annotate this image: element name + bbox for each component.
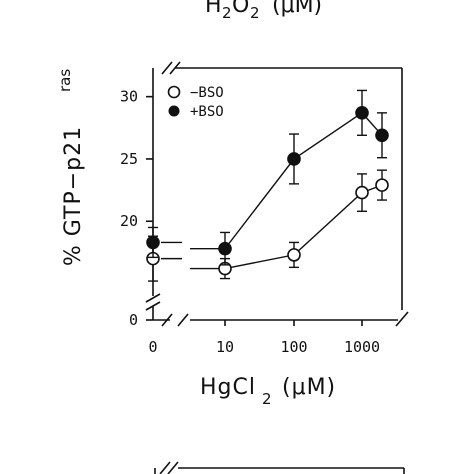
data-point [355,106,369,120]
x-ticks: 0 10 100 1000 [148,320,380,356]
x-axis-title-unit: (μM) [282,375,336,400]
legend-label-plus-bso: +BSO [190,104,224,120]
y-axis-title-sup: ras [56,69,74,92]
top-fragment-main: H [205,0,222,18]
y-tick-label: 25 [120,150,138,168]
x-break-mark [177,313,189,327]
series-minus-bso [146,169,389,282]
legend: −BSO +BSO [167,85,224,120]
data-point [287,248,301,262]
y-tick-label: 20 [120,212,138,230]
lower-chart-fragment [154,461,405,474]
data-point [375,178,389,192]
y-tick-label: 0 [129,311,138,329]
data-point [218,241,232,256]
series-line [190,111,383,250]
legend-label-minus-bso: −BSO [190,85,224,101]
series-line [190,184,383,270]
top-fragment-sub2: 2 [250,4,260,22]
legend-marker-filled [168,105,180,117]
lower-break-mark [159,461,171,474]
series-plus-bso [146,89,389,266]
y-ticks: 0 20 25 30 [120,88,153,329]
y-axis-title: % GTP−p21 ras [56,69,86,266]
legend-marker-open [167,85,181,99]
top-break-mark [169,61,181,75]
top-break-mark [161,61,173,75]
x-axis-title-main: HgCl [200,375,256,400]
x-tick-label: 10 [216,338,234,356]
x-tick-label: 1000 [344,338,380,356]
x-tick-label: 100 [280,338,307,356]
top-fragment-mid: O [232,0,249,18]
data-point [355,185,369,200]
y-axis-title-main: % GTP−p21 [61,126,86,266]
x-axis-title-sub: 2 [262,390,272,408]
data-point [375,128,389,143]
y-break-mark [145,301,161,311]
data-point [287,152,301,166]
series-layer [146,89,389,282]
x-break-mark [161,313,173,327]
y-break-mark [145,293,161,303]
lower-break-mark [167,461,179,474]
plot-frame [145,61,409,327]
x-tick-label: 0 [148,338,157,356]
data-point [146,235,160,250]
top-fragment-label: H 2 O 2 (μM) [205,0,322,22]
top-fragment-sub1: 2 [222,4,232,22]
top-fragment-unit: (μM) [272,0,322,18]
right-break-mark [395,311,409,327]
y-tick-label: 30 [120,88,138,106]
x-axis-title: HgCl 2 (μM) [200,375,336,408]
